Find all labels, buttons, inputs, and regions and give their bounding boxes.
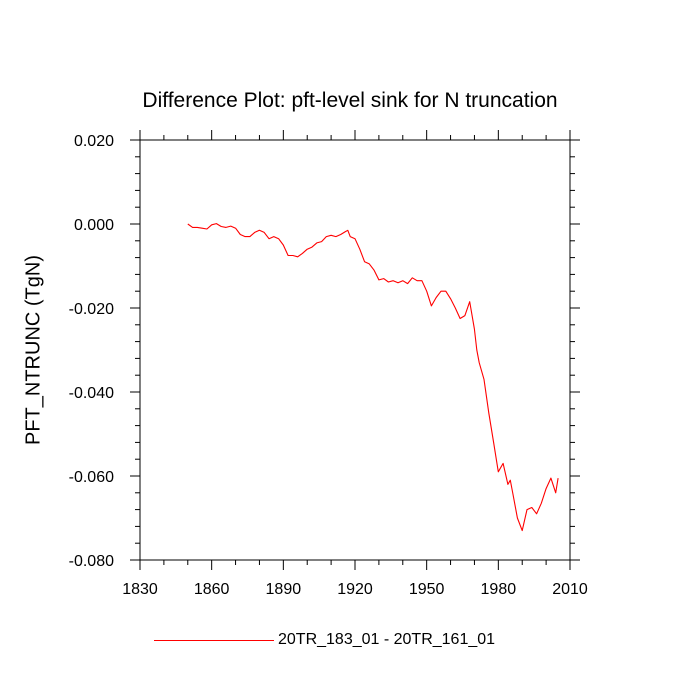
y-tick-label: 0.000	[74, 217, 114, 234]
y-tick-label: -0.020	[69, 301, 114, 318]
x-tick-label: 1830	[122, 581, 158, 598]
legend-line-swatch	[154, 639, 274, 641]
chart-title: Difference Plot: pft-level sink for N tr…	[142, 89, 558, 112]
x-tick-label: 1980	[481, 581, 517, 598]
axis-tick-labels: 1830 1860 1890 1920 1950 1980 2010 -0.080 -0.060…	[69, 133, 588, 598]
x-tick-label: 1950	[409, 581, 445, 598]
y-tick-label: -0.060	[69, 469, 114, 486]
x-tick-label: 1860	[194, 581, 230, 598]
plot-frame	[139, 139, 571, 561]
y-tick-label: 0.020	[74, 133, 114, 150]
x-tick-label: 1920	[337, 581, 373, 598]
legend: 20TR_183_01 - 20TR_161_01	[154, 627, 495, 653]
x-tick-label: 2010	[552, 581, 588, 598]
x-tick-label: 1890	[266, 581, 302, 598]
y-tick-label: -0.080	[69, 553, 114, 570]
axis-ticks	[130, 130, 580, 570]
series-line	[187, 223, 559, 532]
legend-label: 20TR_183_01 - 20TR_161_01	[278, 631, 496, 648]
y-tick-label: -0.040	[69, 385, 114, 402]
